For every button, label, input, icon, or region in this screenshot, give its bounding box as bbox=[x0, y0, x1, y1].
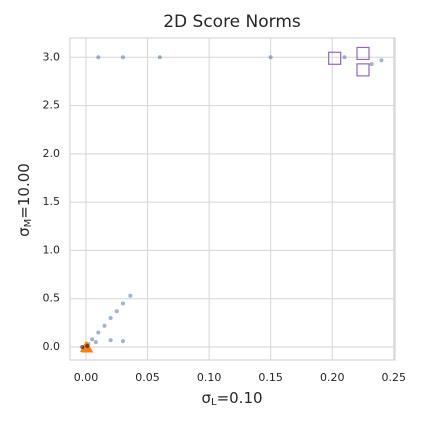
x-tick-label: 0.00 bbox=[74, 371, 99, 384]
y-tick-label: 1.5 bbox=[43, 195, 61, 208]
dot-point bbox=[85, 344, 90, 348]
square-point bbox=[356, 46, 370, 61]
dot-point bbox=[80, 344, 85, 349]
x-tick-label: 0.15 bbox=[258, 371, 283, 384]
x-tick-label: 0.10 bbox=[197, 371, 222, 384]
dot-point bbox=[128, 293, 133, 298]
dot-point bbox=[120, 339, 125, 344]
dot-point bbox=[379, 58, 384, 63]
dot-point bbox=[90, 337, 95, 342]
x-tick-label: 0.05 bbox=[135, 371, 160, 384]
dot-point bbox=[108, 316, 113, 320]
y-tick-label: 2.0 bbox=[43, 147, 61, 160]
y-tick-label: 0.5 bbox=[43, 292, 61, 305]
y-tick-label: 1.0 bbox=[43, 243, 61, 256]
axis-label-sub: L bbox=[211, 397, 217, 408]
square-point bbox=[328, 51, 342, 65]
dot-point bbox=[120, 301, 125, 306]
axis-label-rest: =10.00 bbox=[15, 163, 33, 219]
dot-point bbox=[157, 55, 162, 60]
axis-label-rest: =0.10 bbox=[217, 389, 263, 407]
dot-point bbox=[120, 55, 125, 60]
dot-point bbox=[108, 338, 113, 343]
axis-label-symbol: σ bbox=[201, 389, 211, 407]
y-tick-label: 0.0 bbox=[43, 340, 61, 353]
dot-point bbox=[102, 323, 107, 328]
square-point bbox=[356, 63, 370, 77]
dot-point bbox=[342, 55, 347, 60]
dot-point bbox=[96, 55, 101, 60]
x-tick-label: 0.25 bbox=[382, 371, 407, 384]
axis-label-symbol: σ bbox=[15, 227, 33, 237]
axis-label: σL=0.10 bbox=[201, 389, 262, 409]
axis-label: σM=10.00 bbox=[15, 163, 35, 237]
dot-point bbox=[93, 340, 98, 345]
axis-label-sub: M bbox=[23, 219, 34, 228]
dot-point bbox=[96, 330, 101, 335]
dot-point bbox=[268, 55, 273, 60]
chart-title: 2D Score Norms bbox=[163, 12, 301, 32]
dot-point bbox=[114, 309, 119, 314]
x-tick-label: 0.20 bbox=[320, 371, 345, 384]
plot-frame bbox=[69, 37, 396, 361]
y-tick-label: 3.0 bbox=[43, 50, 61, 63]
dot-point bbox=[369, 62, 374, 67]
y-tick-label: 2.5 bbox=[43, 99, 61, 112]
